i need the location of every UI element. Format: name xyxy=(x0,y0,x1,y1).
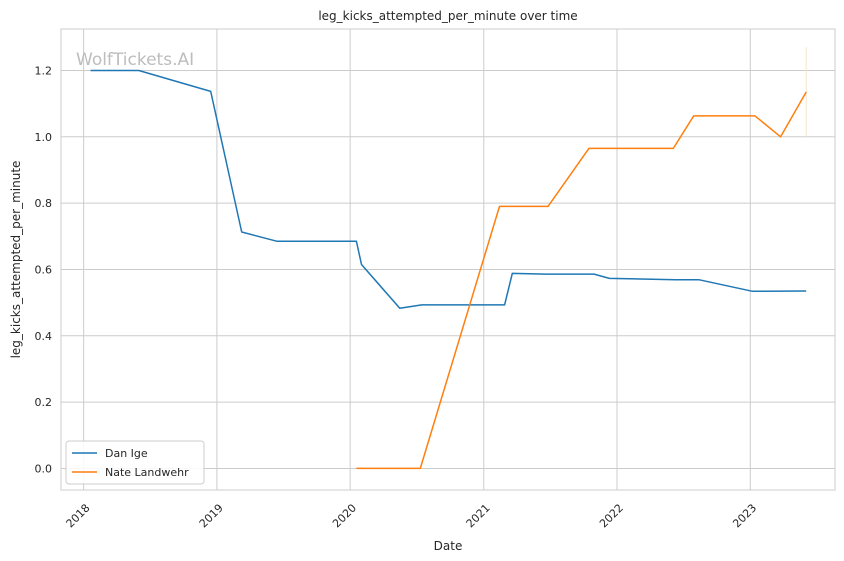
y-tick-label: 0.4 xyxy=(35,330,53,343)
legend-label: Nate Landwehr xyxy=(105,466,189,479)
y-axis-ticks: 0.0 0.2 0.4 0.6 0.8 1.0 1.2 xyxy=(35,64,53,475)
grid xyxy=(61,29,835,490)
x-axis-label: Date xyxy=(434,539,463,553)
legend-box xyxy=(65,440,205,485)
legend: Dan Ige Nate Landwehr xyxy=(65,440,205,485)
watermark-text: WolfTickets.AI xyxy=(76,50,194,70)
y-tick-label: 1.2 xyxy=(35,64,53,77)
y-tick-label: 0.0 xyxy=(35,462,53,475)
series-line-nate-landwehr xyxy=(356,91,807,470)
chart-title: leg_kicks_attempted_per_minute over time xyxy=(318,9,577,23)
y-tick-label: 0.2 xyxy=(35,396,53,409)
y-tick-label: 1.0 xyxy=(35,131,53,144)
legend-label: Dan Ige xyxy=(105,447,148,460)
y-axis-label: leg_kicks_attempted_per_minute xyxy=(9,161,23,359)
y-tick-label: 0.6 xyxy=(35,263,53,276)
y-tick-label: 0.8 xyxy=(35,197,53,210)
plot-frame xyxy=(60,28,836,491)
series-lines xyxy=(90,69,807,470)
series-line-dan-ige xyxy=(90,69,807,310)
